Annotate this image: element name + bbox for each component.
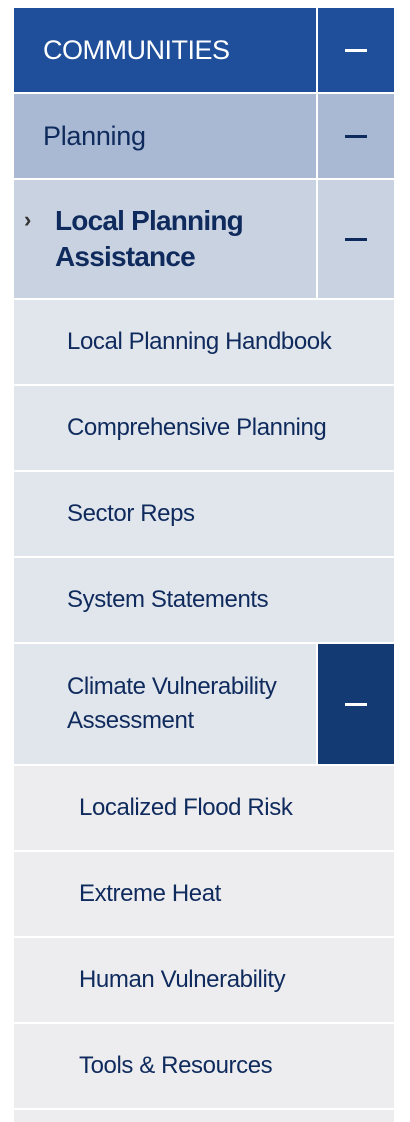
nav-item-local-planning-assistance-label: Local Planning Assistance	[55, 205, 244, 272]
nav-item-label[interactable]: Extreme Heat	[79, 880, 221, 907]
nav-continuation	[14, 1110, 394, 1122]
nav-item-label[interactable]: Comprehensive Planning	[67, 414, 327, 441]
minus-icon	[345, 48, 367, 52]
nav-item-label[interactable]: Local Planning Handbook	[67, 328, 332, 355]
nav-item-local-planning-handbook[interactable]: Local Planning Handbook	[14, 300, 394, 386]
nav-item-communities: COMMUNITIES	[14, 8, 394, 94]
nav-item-extreme-heat[interactable]: Extreme Heat	[14, 852, 394, 938]
nav-item-local-planning-assistance: › Local Planning Assistance	[14, 180, 394, 300]
minus-icon	[345, 237, 367, 241]
nav-item-label[interactable]: Tools & Resources	[79, 1052, 273, 1079]
nav-item-sector-reps[interactable]: Sector Reps	[14, 472, 394, 558]
nav-item-climate-vulnerability-assessment-link[interactable]: Climate Vulnerability Assessment	[14, 644, 316, 764]
nav-item-localized-flood-risk[interactable]: Localized Flood Risk	[14, 766, 394, 852]
nav-item-tools-resources[interactable]: Tools & Resources	[14, 1024, 394, 1110]
nav-item-comprehensive-planning[interactable]: Comprehensive Planning	[14, 386, 394, 472]
collapse-local-planning-button[interactable]	[316, 180, 394, 298]
nav-item-communities-label[interactable]: COMMUNITIES	[43, 34, 230, 65]
side-navigation: COMMUNITIES Planning › Local Planning As…	[14, 8, 394, 1122]
collapse-climate-button[interactable]	[316, 644, 394, 764]
nav-item-label[interactable]: Localized Flood Risk	[79, 794, 293, 821]
nav-item-planning: Planning	[14, 94, 394, 180]
nav-item-label[interactable]: Human Vulnerability	[79, 966, 286, 993]
nav-item-human-vulnerability[interactable]: Human Vulnerability	[14, 938, 394, 1024]
nav-item-planning-label[interactable]: Planning	[43, 120, 146, 151]
nav-item-local-planning-assistance-link[interactable]: › Local Planning Assistance	[14, 180, 316, 298]
nav-item-system-statements[interactable]: System Statements	[14, 558, 394, 644]
minus-icon	[345, 134, 367, 138]
collapse-communities-button[interactable]	[316, 8, 394, 92]
nav-item-climate-vulnerability-assessment: Climate Vulnerability Assessment	[14, 644, 394, 766]
nav-item-label[interactable]: Sector Reps	[67, 500, 195, 527]
minus-icon	[345, 702, 367, 706]
nav-item-label[interactable]: System Statements	[67, 586, 269, 613]
nav-item-label: Climate Vulnerability Assessment	[67, 673, 277, 734]
chevron-right-icon: ›	[24, 207, 31, 232]
collapse-planning-button[interactable]	[316, 94, 394, 178]
